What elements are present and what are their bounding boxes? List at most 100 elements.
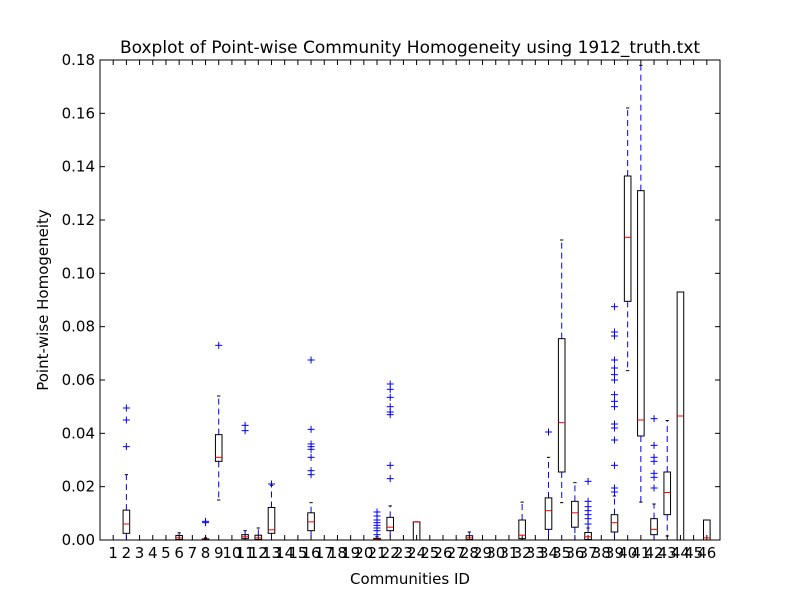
x-tick-label: 15 [288,544,307,562]
x-tick-label: 33 [526,544,545,562]
flier-point [650,484,658,492]
flier-point [610,397,618,405]
x-tick-label: 19 [341,544,360,562]
box-community-35 [557,239,566,504]
flier-point [386,461,394,469]
flier-point [610,436,618,444]
flier-point [610,328,618,336]
box-community-9 [214,341,223,501]
box-community-32 [518,501,526,541]
box-community-44 [676,291,685,541]
axes-ticks: 0.00 0.02 0.04 0.06 0.08 0.10 0.12 0.14 0.16 0.18… [62,51,720,562]
flier-point [610,484,618,492]
x-tick-label: 4 [148,544,158,562]
flier-point [610,461,618,469]
y-tick-label: 0.02 [62,478,95,496]
box-iqr [571,500,579,528]
box-community-37 [584,477,592,541]
flier-point [122,443,130,451]
flier-point [386,380,394,388]
x-tick-label: 30 [486,544,505,562]
box-community-6 [175,532,183,541]
x-tick-label: 39 [605,544,624,562]
x-tick-label: 2 [122,544,132,562]
x-tick-label: 23 [394,544,413,562]
flier-point [610,391,618,399]
flier-point [386,403,394,411]
flier-point [307,440,315,448]
x-tick-label: 32 [513,544,532,562]
box-community-42 [650,415,658,541]
box-community-21 [373,508,381,541]
flier-point [650,469,658,477]
plot-frame [99,59,721,541]
x-axis-label: Communities ID [350,570,470,588]
flier-point [307,467,315,475]
flier-point [241,421,249,429]
box-iqr [637,190,645,437]
x-tick-label: 25 [420,544,439,562]
box-iqr [623,175,632,302]
box-community-41 [637,64,645,503]
x-tick-label: 36 [565,544,584,562]
x-tick-label: 3 [135,544,145,562]
flier-point [122,416,130,424]
y-tick-label: 0.06 [62,371,95,389]
flier-point [307,453,315,461]
flier-point [584,497,592,505]
x-tick-label: 38 [592,544,611,562]
flier-point [650,441,658,449]
x-tick-label: 37 [579,544,598,562]
x-tick-label: 18 [328,544,347,562]
x-tick-label: 28 [460,544,479,562]
flier-point [386,475,394,483]
box-iqr [544,497,553,530]
plot-area [109,64,711,541]
x-tick-label: 12 [249,544,268,562]
box-community-40 [623,107,632,372]
x-tick-label: 41 [631,544,650,562]
box-iqr [518,519,526,540]
x-tick-label: 24 [407,544,426,562]
x-tick-label: 46 [697,544,716,562]
x-tick-label: 20 [354,544,373,562]
box-iqr [254,534,263,540]
box-iqr [267,506,276,534]
x-tick-label: 17 [315,544,334,562]
flier-point [267,480,275,488]
box-community-11 [241,421,249,541]
x-tick-label: 40 [618,544,637,562]
flier-point [307,356,315,364]
flier-point [610,303,618,311]
box-iqr [663,471,672,516]
flier-point [386,393,394,401]
box-iqr [650,518,658,536]
y-tick-label: 0.12 [62,211,95,229]
flier-point [610,420,618,428]
x-tick-label: 27 [447,544,466,562]
flier-point [307,425,315,433]
flier-point [650,453,658,461]
x-tick-label: 9 [214,544,224,562]
box-community-22 [386,380,395,541]
x-tick-label: 29 [473,544,492,562]
flier-point [215,341,223,349]
box-community-43 [663,420,672,537]
flier-point [610,356,618,364]
box-iqr [122,509,131,534]
x-tick-label: 5 [161,544,171,562]
box-community-2 [122,404,131,541]
box-community-34 [544,428,553,541]
flier-point [610,364,618,372]
x-tick-label: 44 [671,544,690,562]
x-tick-label: 16 [302,544,321,562]
x-tick-label: 13 [262,544,281,562]
y-tick-label: 0.14 [62,158,95,176]
box-community-13 [267,480,276,541]
y-axis-label: Point-wise Homogeneity [34,209,52,391]
flier-point [373,508,381,516]
y-tick-label: 0.08 [62,318,95,336]
y-tick-label: 0.00 [62,531,95,549]
x-tick-label: 42 [644,544,663,562]
